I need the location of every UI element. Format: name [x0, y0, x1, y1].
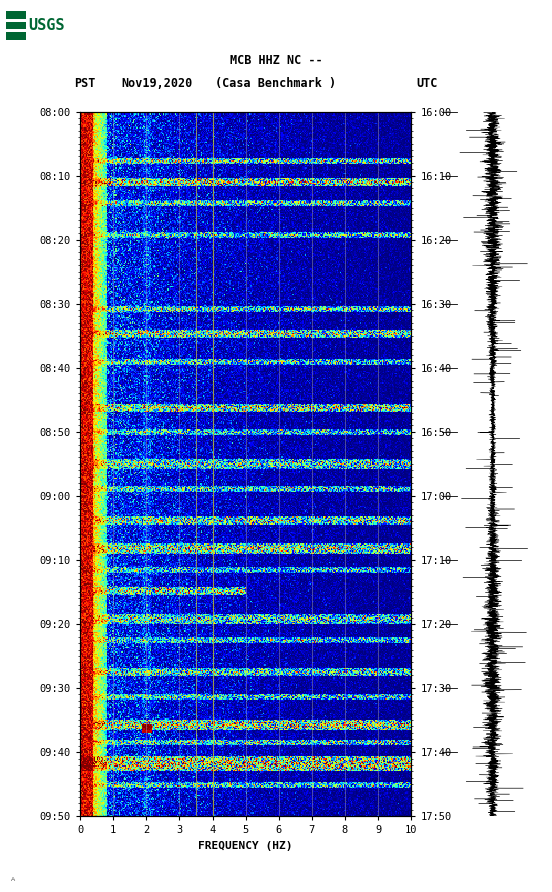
Text: MCB HHZ NC --: MCB HHZ NC -- [230, 54, 322, 67]
Text: ᴬ: ᴬ [11, 877, 15, 887]
Text: (Casa Benchmark ): (Casa Benchmark ) [215, 78, 337, 90]
Text: USGS: USGS [29, 18, 65, 33]
X-axis label: FREQUENCY (HZ): FREQUENCY (HZ) [198, 841, 293, 851]
Text: PST: PST [75, 78, 96, 90]
Text: Nov19,2020: Nov19,2020 [121, 78, 193, 90]
Bar [6, 11, 26, 19]
Text: UTC: UTC [417, 78, 438, 90]
Bar [6, 21, 26, 29]
Bar [6, 32, 26, 40]
